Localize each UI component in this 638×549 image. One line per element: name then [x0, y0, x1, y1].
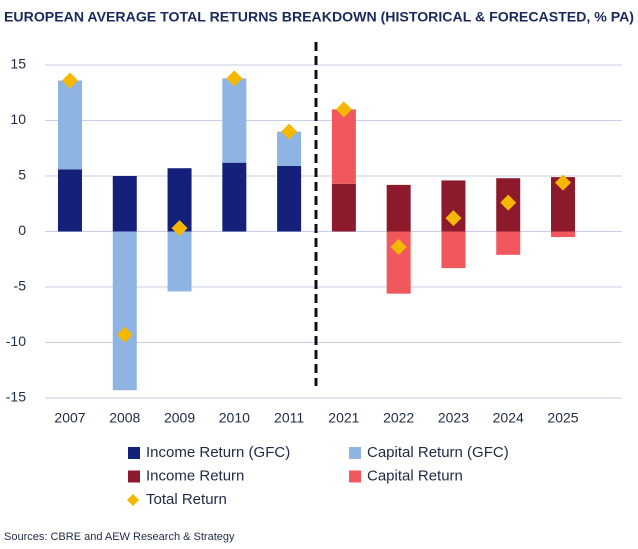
bar	[167, 231, 192, 292]
total-marker	[500, 194, 517, 211]
total-marker	[281, 123, 298, 140]
x-tick-label: 2024	[493, 410, 524, 426]
x-tick-label: 2025	[547, 410, 578, 426]
x-tick-label: 2021	[328, 410, 359, 426]
legend-label: Capital Return (GFC)	[367, 444, 509, 461]
bar	[112, 231, 137, 391]
bar	[222, 162, 247, 232]
bar	[551, 231, 576, 238]
x-tick-label: 2008	[109, 410, 140, 426]
x-tick-label: 2009	[164, 410, 195, 426]
y-tick-label: -15	[6, 389, 26, 405]
legend-swatch	[349, 447, 361, 459]
bar	[496, 231, 521, 255]
source: Sources: CBRE and AEW Research & Strateg…	[4, 531, 235, 543]
legend-swatch	[128, 470, 140, 483]
total-marker	[226, 70, 243, 87]
x-tick-label: 2011	[274, 410, 304, 426]
legend-label: Income Return	[146, 467, 244, 484]
bar	[277, 166, 302, 232]
legend-label: Capital Return	[367, 467, 463, 484]
total-marker	[390, 239, 407, 256]
y-tick-label: 15	[10, 56, 26, 72]
chart-title: EUROPEAN AVERAGE TOTAL RETURNS BREAKDOWN…	[4, 9, 634, 25]
bar	[331, 109, 356, 184]
y-tick-label: 0	[18, 222, 26, 238]
x-tick-label: 2022	[383, 410, 414, 426]
total-marker	[335, 101, 352, 118]
total-marker	[116, 326, 133, 343]
legend-swatch	[128, 447, 140, 459]
total-marker	[61, 72, 78, 89]
legend-label: Income Return (GFC)	[146, 444, 290, 461]
legend-marker	[127, 494, 139, 506]
total-marker	[171, 220, 188, 237]
bar	[112, 176, 137, 232]
bar	[57, 80, 82, 170]
y-tick-label: 10	[10, 111, 26, 127]
bar	[57, 169, 82, 232]
total-marker	[445, 210, 462, 227]
total-marker	[555, 174, 572, 191]
y-tick-label: -5	[14, 278, 27, 294]
bar	[386, 184, 411, 232]
legend-label: Total Return	[146, 491, 227, 508]
bar	[331, 183, 356, 232]
x-tick-label: 2007	[54, 410, 85, 426]
x-tick-label: 2010	[219, 410, 250, 426]
bar	[441, 231, 466, 269]
y-tick-label: -10	[6, 333, 26, 349]
x-tick-label: 2023	[438, 410, 469, 426]
y-tick-label: 5	[18, 167, 26, 183]
legend-swatch	[349, 470, 361, 483]
bar	[222, 78, 247, 163]
